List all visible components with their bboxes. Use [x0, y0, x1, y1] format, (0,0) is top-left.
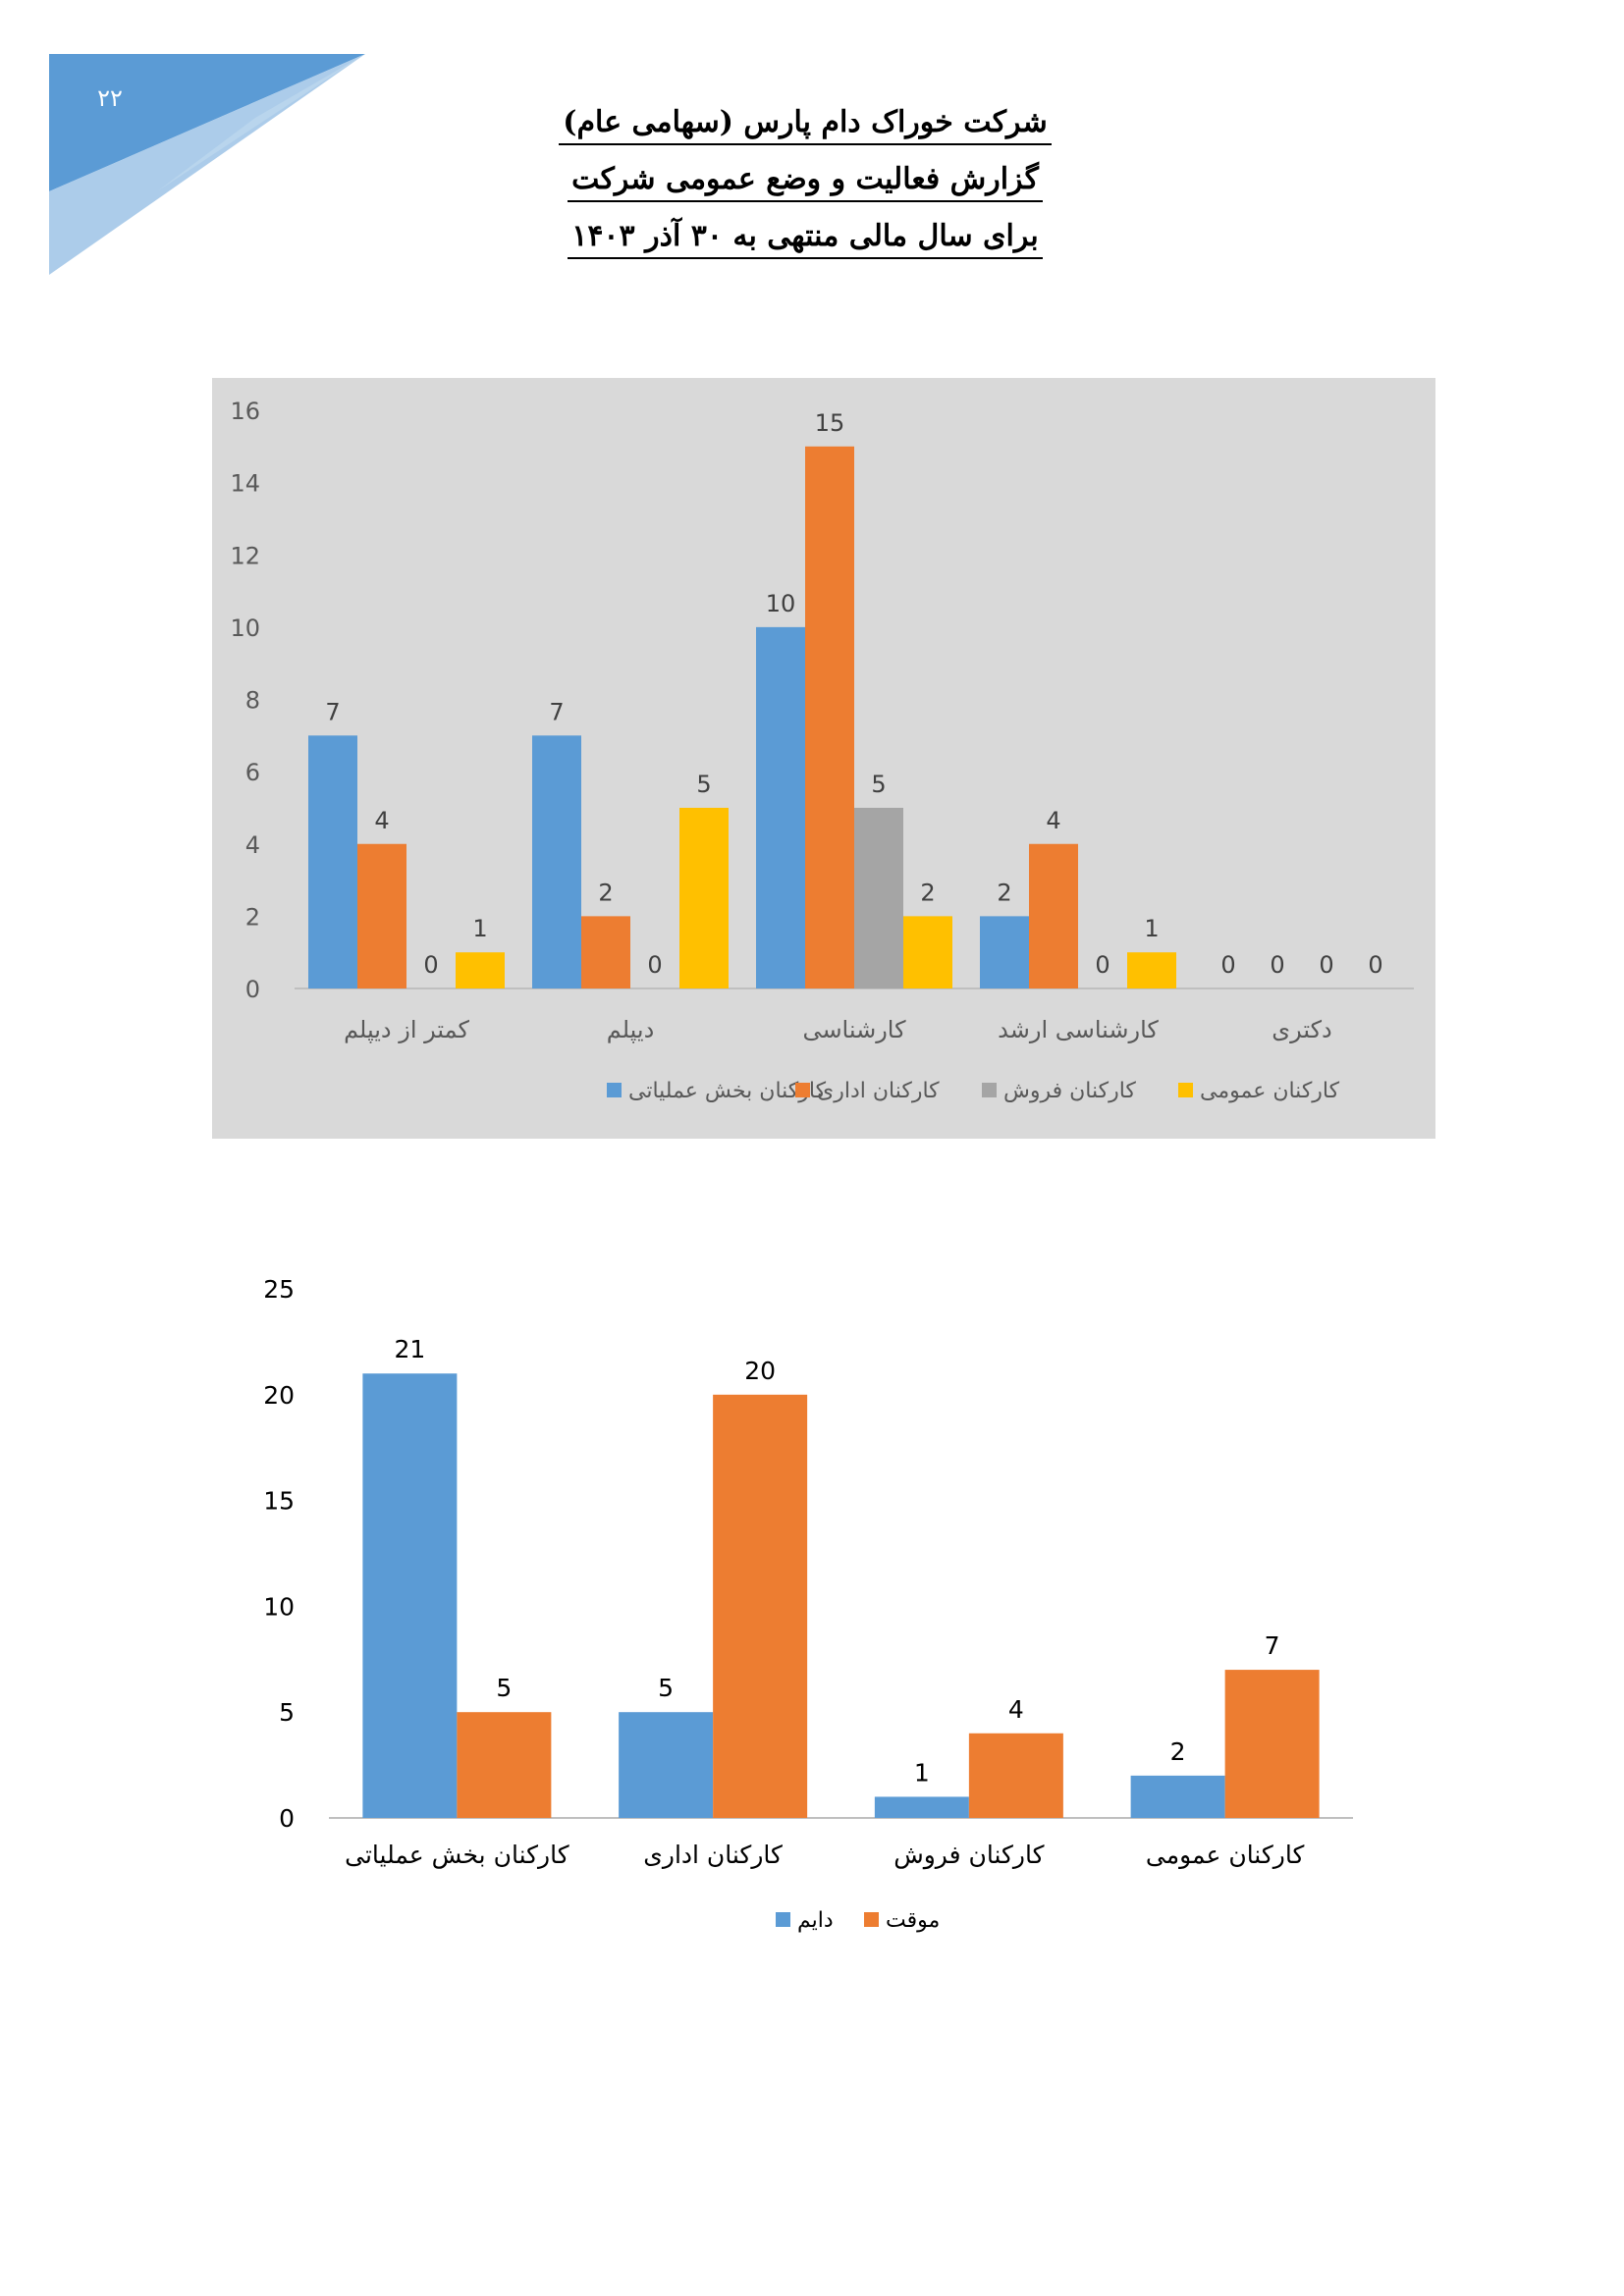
chart1-legend-label: کارکنان فروش [1003, 1079, 1136, 1103]
chart1-legend-swatch [1178, 1083, 1193, 1097]
chart2-y-tick-label: 25 [263, 1275, 295, 1304]
chart2-data-label: 21 [394, 1335, 425, 1363]
chart1-bar [532, 735, 581, 988]
chart1-data-label: 4 [1046, 807, 1060, 834]
chart2-bar [1224, 1670, 1320, 1818]
chart1-y-tick-label: 12 [230, 542, 260, 569]
chart1-data-label: 15 [815, 409, 845, 437]
chart2-legend-swatch [776, 1912, 790, 1927]
chart2-bar [713, 1394, 808, 1818]
chart1-bar [854, 807, 903, 988]
page-number: ۲۲ [97, 84, 123, 112]
chart1-data-label: 7 [549, 698, 564, 725]
chart1-bar [581, 916, 630, 988]
chart2-data-label: 7 [1265, 1631, 1280, 1660]
chart1-bar [308, 735, 357, 988]
chart1-y-tick-label: 10 [230, 614, 260, 642]
chart1-category-label: کارشناسی [802, 1016, 906, 1043]
chart1-data-label: 10 [766, 590, 796, 617]
chart1-y-tick-label: 8 [245, 687, 260, 715]
chart1-legend-swatch [607, 1083, 622, 1097]
chart1-background [212, 378, 1435, 1139]
chart2-data-label: 5 [658, 1674, 674, 1702]
report-header: شرکت خوراک دام پارس (سهامی عام) گزارش فع… [550, 98, 1060, 269]
corner-shape-pale [157, 54, 365, 191]
chart1-data-label: 2 [598, 879, 613, 906]
chart1-legend-label: کارکنان اداری [817, 1079, 940, 1103]
chart2-y-tick-label: 10 [263, 1592, 295, 1621]
chart1-bar [357, 843, 406, 988]
chart2-bar [619, 1712, 714, 1818]
chart1-bar [980, 916, 1029, 988]
chart2-legend-label: موقت [886, 1908, 940, 1933]
chart2-y-tick-label: 0 [279, 1804, 295, 1833]
chart1-y-tick-label: 16 [230, 398, 260, 425]
period-title: برای سال مالی منتهی به ۳۰ آذر ۱۴۰۳ [568, 218, 1043, 259]
chart1-y-tick-label: 0 [245, 976, 260, 1003]
chart2-y-tick-label: 20 [263, 1381, 295, 1410]
chart1-category-label: دکتری [1272, 1016, 1331, 1043]
chart1-bar [456, 952, 505, 988]
chart1-data-label: 5 [696, 771, 711, 798]
chart2-category-label: کارکنان فروش [893, 1841, 1044, 1870]
chart1-data-label: 7 [325, 698, 340, 725]
chart2-bar [457, 1712, 552, 1818]
chart1-legend-label: کارکنان بخش عملیاتی [628, 1079, 827, 1103]
chart2-legend-swatch [864, 1912, 879, 1927]
chart1-data-label: 0 [1319, 951, 1333, 979]
chart1-bar [1029, 843, 1078, 988]
chart2-bar [968, 1733, 1063, 1818]
chart1-data-label: 0 [423, 951, 438, 979]
chart2-category-label: کارکنان بخش عملیاتی [345, 1841, 569, 1869]
chart2-data-label: 1 [914, 1758, 930, 1787]
chart2-data-label: 2 [1170, 1737, 1186, 1766]
chart2-y-tick-label: 15 [263, 1487, 295, 1516]
chart1-data-label: 0 [647, 951, 662, 979]
chart1-data-label: 0 [1368, 951, 1382, 979]
corner-shape-light [49, 54, 365, 275]
chart1-legend-swatch [795, 1083, 810, 1097]
chart1-bar [805, 446, 854, 988]
corner-decoration [49, 54, 365, 275]
chart2-data-label: 20 [744, 1357, 776, 1385]
chart1-category-label: دیپلم [607, 1016, 655, 1043]
chart1-bar [903, 916, 952, 988]
chart1-bar [756, 626, 805, 988]
chart2-data-label: 4 [1008, 1695, 1024, 1724]
chart2-bar [362, 1373, 458, 1818]
chart1-data-label: 5 [871, 771, 886, 798]
chart2-legend-label: دایم [797, 1908, 834, 1933]
chart1-y-tick-label: 6 [245, 759, 260, 786]
chart2-data-label: 5 [496, 1674, 512, 1702]
chart1-data-label: 2 [920, 879, 935, 906]
chart1-y-tick-label: 4 [245, 831, 260, 859]
chart1-bar [679, 807, 729, 988]
chart2-category-label: کارکنان اداری [643, 1841, 783, 1869]
chart2-bar [874, 1796, 969, 1818]
chart1-data-label: 1 [1144, 915, 1159, 942]
chart2-bar [1130, 1775, 1225, 1818]
chart1-bar [1127, 952, 1176, 988]
chart1-data-label: 2 [997, 879, 1011, 906]
company-title: شرکت خوراک دام پارس (سهامی عام) [559, 104, 1052, 145]
chart1-data-label: 0 [1095, 951, 1110, 979]
report-title: گزارش فعالیت و وضع عمومی شرکت [568, 161, 1043, 202]
chart1-y-tick-label: 2 [245, 903, 260, 931]
chart1-legend-swatch [982, 1083, 997, 1097]
chart1-data-label: 1 [472, 915, 487, 942]
chart1-data-label: 0 [1220, 951, 1235, 979]
chart1-data-label: 4 [374, 807, 389, 834]
chart1-category-label: کمتر از دیپلم [344, 1016, 469, 1043]
chart1-data-label: 0 [1270, 951, 1284, 979]
chart1-category-label: کارشناسی ارشد [998, 1016, 1159, 1043]
chart1-legend-label: کارکنان عمومی [1200, 1079, 1340, 1103]
chart2-y-tick-label: 5 [279, 1698, 295, 1727]
chart2-category-label: کارکنان عمومی [1146, 1841, 1305, 1869]
chart1-y-tick-label: 14 [230, 470, 260, 498]
